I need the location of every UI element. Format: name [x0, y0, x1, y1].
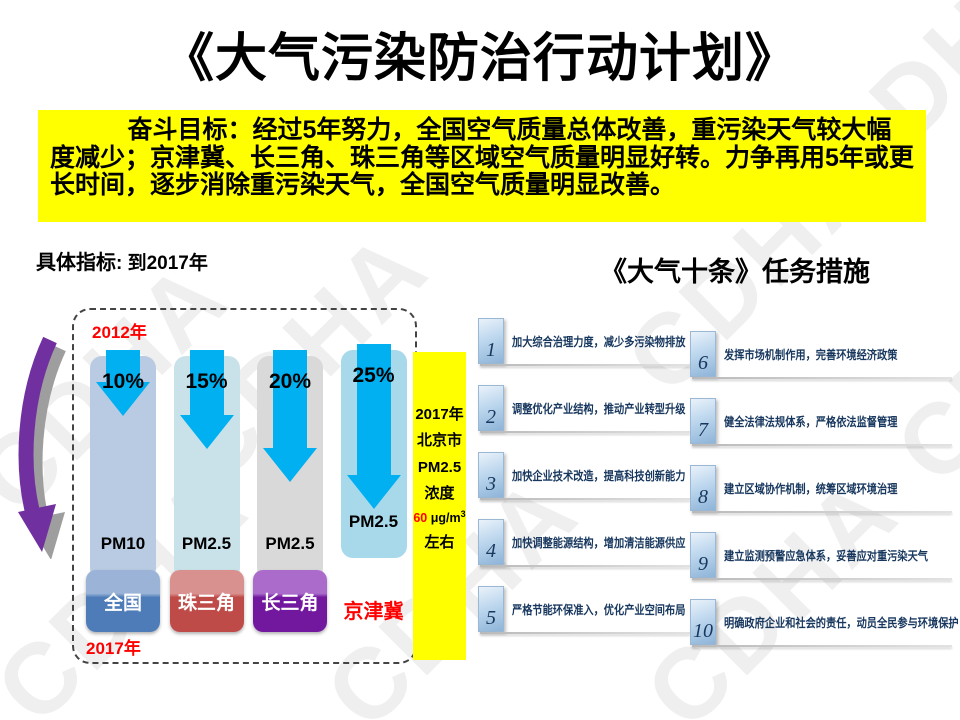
measure-item: 4 加快调整能源结构，增加清洁能源供应 — [478, 519, 690, 567]
measure-number: 5 — [486, 607, 496, 629]
measure-text: 健全法律法规体系，严格依法监督管理 — [724, 414, 898, 429]
end-year-label: 2017年 — [86, 639, 141, 658]
chart-bar: 20% PM2.5 — [257, 350, 323, 580]
measure-item: 5 严格节能环保准入，优化产业空间布局 — [478, 586, 690, 634]
reduction-percent-label: 20% — [268, 370, 312, 393]
measure-item: 10 明确政府企业和社会的责任，动员全民参与环境保护 — [690, 599, 959, 647]
reduction-percent-label: 10% — [101, 370, 145, 393]
measure-item: 3 加快企业技术改造，提高科技创新能力 — [478, 452, 690, 500]
measure-number-badge: 10 — [690, 599, 716, 645]
chart-bar-group: 20% PM2.5 长三角 — [253, 310, 327, 662]
reduction-percent-label: 15% — [185, 370, 228, 393]
measure-number: 6 — [698, 352, 708, 374]
down-arrow-icon — [96, 350, 150, 416]
pollutant-label: PM2.5 — [265, 534, 315, 553]
goal-banner: 奋斗目标：经过5年努力，全国空气质量总体改善，重污染天气较大幅度减少；京津冀、长… — [38, 110, 926, 222]
beijing-target-note: 2017年 北京市 PM2.5 浓度 60 μg/m3 左右 — [413, 352, 466, 660]
measure-number: 2 — [486, 406, 496, 428]
measure-item: 7 健全法律法规体系，严格依法监督管理 — [690, 398, 952, 446]
measure-number-badge: 5 — [478, 586, 504, 632]
down-arrow-icon — [263, 350, 317, 482]
beijing-note-line: PM2.5 — [417, 458, 462, 476]
measure-number: 10 — [693, 620, 713, 642]
measure-text: 调整优化产业结构，推动产业转型升级 — [512, 401, 686, 416]
goal-label: 奋斗目标： — [127, 116, 253, 144]
down-arrow-icon — [346, 344, 401, 509]
chart-bar-group: 15% PM2.5 珠三角 — [169, 310, 244, 662]
measure-number: 7 — [698, 419, 708, 441]
measure-number-badge: 3 — [478, 452, 504, 498]
measure-number-badge: 2 — [478, 385, 504, 431]
measure-text: 发挥市场机制作用，完善环境经济政策 — [724, 347, 898, 362]
measure-item: 1 加大综合治理力度，减少多污染物排放 — [478, 318, 690, 366]
measure-text: 明确政府企业和社会的责任，动员全民参与环境保护 — [724, 615, 959, 630]
measures-col-2: 6 发挥市场机制作用，完善环境经济政策 7 健全法律法规体系，严格依法监督管理 … — [690, 331, 959, 666]
pollutant-label: PM2.5 — [348, 512, 399, 531]
measures-title: 《大气十条》任务措施 — [600, 257, 870, 287]
measure-number: 1 — [486, 339, 496, 361]
measure-item: 8 建立区域协作机制，统筹区域环境治理 — [690, 465, 952, 513]
down-arrow-icon — [179, 350, 234, 449]
measure-item: 9 建立监测预警应急体系，妥善应对重污染天气 — [690, 532, 952, 580]
pollutant-label: PM10 — [100, 534, 146, 553]
measure-number: 9 — [698, 553, 708, 575]
measure-number-badge: 6 — [690, 331, 716, 377]
chart-bar-group: 25% PM2.5 京津冀 — [340, 310, 407, 662]
goal-text: 经过5年努力，全国空气质量总体改善，重污染天气较大幅度减少；京津冀、长三角、珠三… — [50, 116, 914, 199]
reduction-chart: 2012年 2017年 10% PM10 全国 15% PM2.5 珠三角 20… — [72, 308, 417, 664]
measure-text: 加快调整能源结构，增加清洁能源供应 — [512, 535, 686, 550]
pollutant-label: PM2.5 — [181, 534, 232, 553]
pm25-target-unit: μg/m — [430, 511, 461, 526]
chart-bar: 15% PM2.5 — [173, 350, 240, 580]
indicators-heading: 具体指标: 到2017年 — [36, 246, 208, 275]
region-label: 全国 — [86, 570, 160, 632]
indicators-heading-bold: 具体指标 — [36, 252, 116, 274]
measure-text: 严格节能环保准入，优化产业空间布局 — [512, 602, 686, 617]
region-label: 珠三角 — [169, 570, 244, 632]
region-label: 京津冀 — [343, 600, 404, 623]
reduction-percent-label: 25% — [352, 364, 395, 387]
measure-text: 加大综合治理力度，减少多污染物排放 — [512, 334, 686, 349]
start-year-label: 2012年 — [92, 323, 147, 342]
measure-number: 4 — [486, 540, 496, 562]
pm25-target-unit-sup: 3 — [460, 509, 466, 519]
slide-title: 《大气污染防治行动计划》 — [161, 30, 798, 88]
measures-col-1: 1 加大综合治理力度，减少多污染物排放 2 调整优化产业结构，推动产业转型升级 … — [478, 318, 690, 653]
measure-number-badge: 7 — [690, 398, 716, 444]
measure-number-badge: 4 — [478, 519, 504, 565]
purple-curved-arrow-icon — [18, 336, 66, 559]
beijing-note-line: 浓度 — [424, 484, 455, 502]
chart-bar: 10% PM10 — [90, 350, 156, 580]
beijing-note-line: 2017年 — [415, 406, 464, 423]
measure-number: 8 — [698, 486, 708, 508]
measure-number-badge: 1 — [478, 318, 504, 364]
chart-bar: 25% PM2.5 — [340, 344, 407, 558]
indicators-heading-rest: : 到2017年 — [116, 253, 208, 274]
goal-paragraph: 奋斗目标：经过5年努力，全国空气质量总体改善，重污染天气较大幅度减少；京津冀、长… — [50, 116, 914, 200]
measure-text: 建立监测预警应急体系，妥善应对重污染天气 — [724, 548, 929, 563]
beijing-note-suffix: 左右 — [424, 534, 455, 552]
measure-text: 建立区域协作机制，统筹区域环境治理 — [724, 481, 898, 496]
beijing-note-value-line: 60 μg/m3 — [413, 507, 466, 530]
measure-item: 2 调整优化产业结构，推动产业转型升级 — [478, 385, 690, 433]
measure-number-badge: 9 — [690, 532, 716, 578]
measure-number-badge: 8 — [690, 465, 716, 511]
pm25-target-value: 60 — [413, 511, 428, 526]
region-label: 长三角 — [253, 570, 327, 632]
measure-number: 3 — [486, 473, 496, 495]
measure-text: 加快企业技术改造，提高科技创新能力 — [512, 468, 686, 483]
beijing-note-line: 北京市 — [416, 432, 462, 450]
measure-item: 6 发挥市场机制作用，完善环境经济政策 — [690, 331, 952, 379]
chart-bar-group: 10% PM10 全国 — [86, 310, 160, 662]
